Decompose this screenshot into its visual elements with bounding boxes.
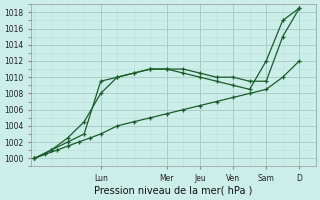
X-axis label: Pression niveau de la mer( hPa ): Pression niveau de la mer( hPa ) (94, 186, 253, 196)
